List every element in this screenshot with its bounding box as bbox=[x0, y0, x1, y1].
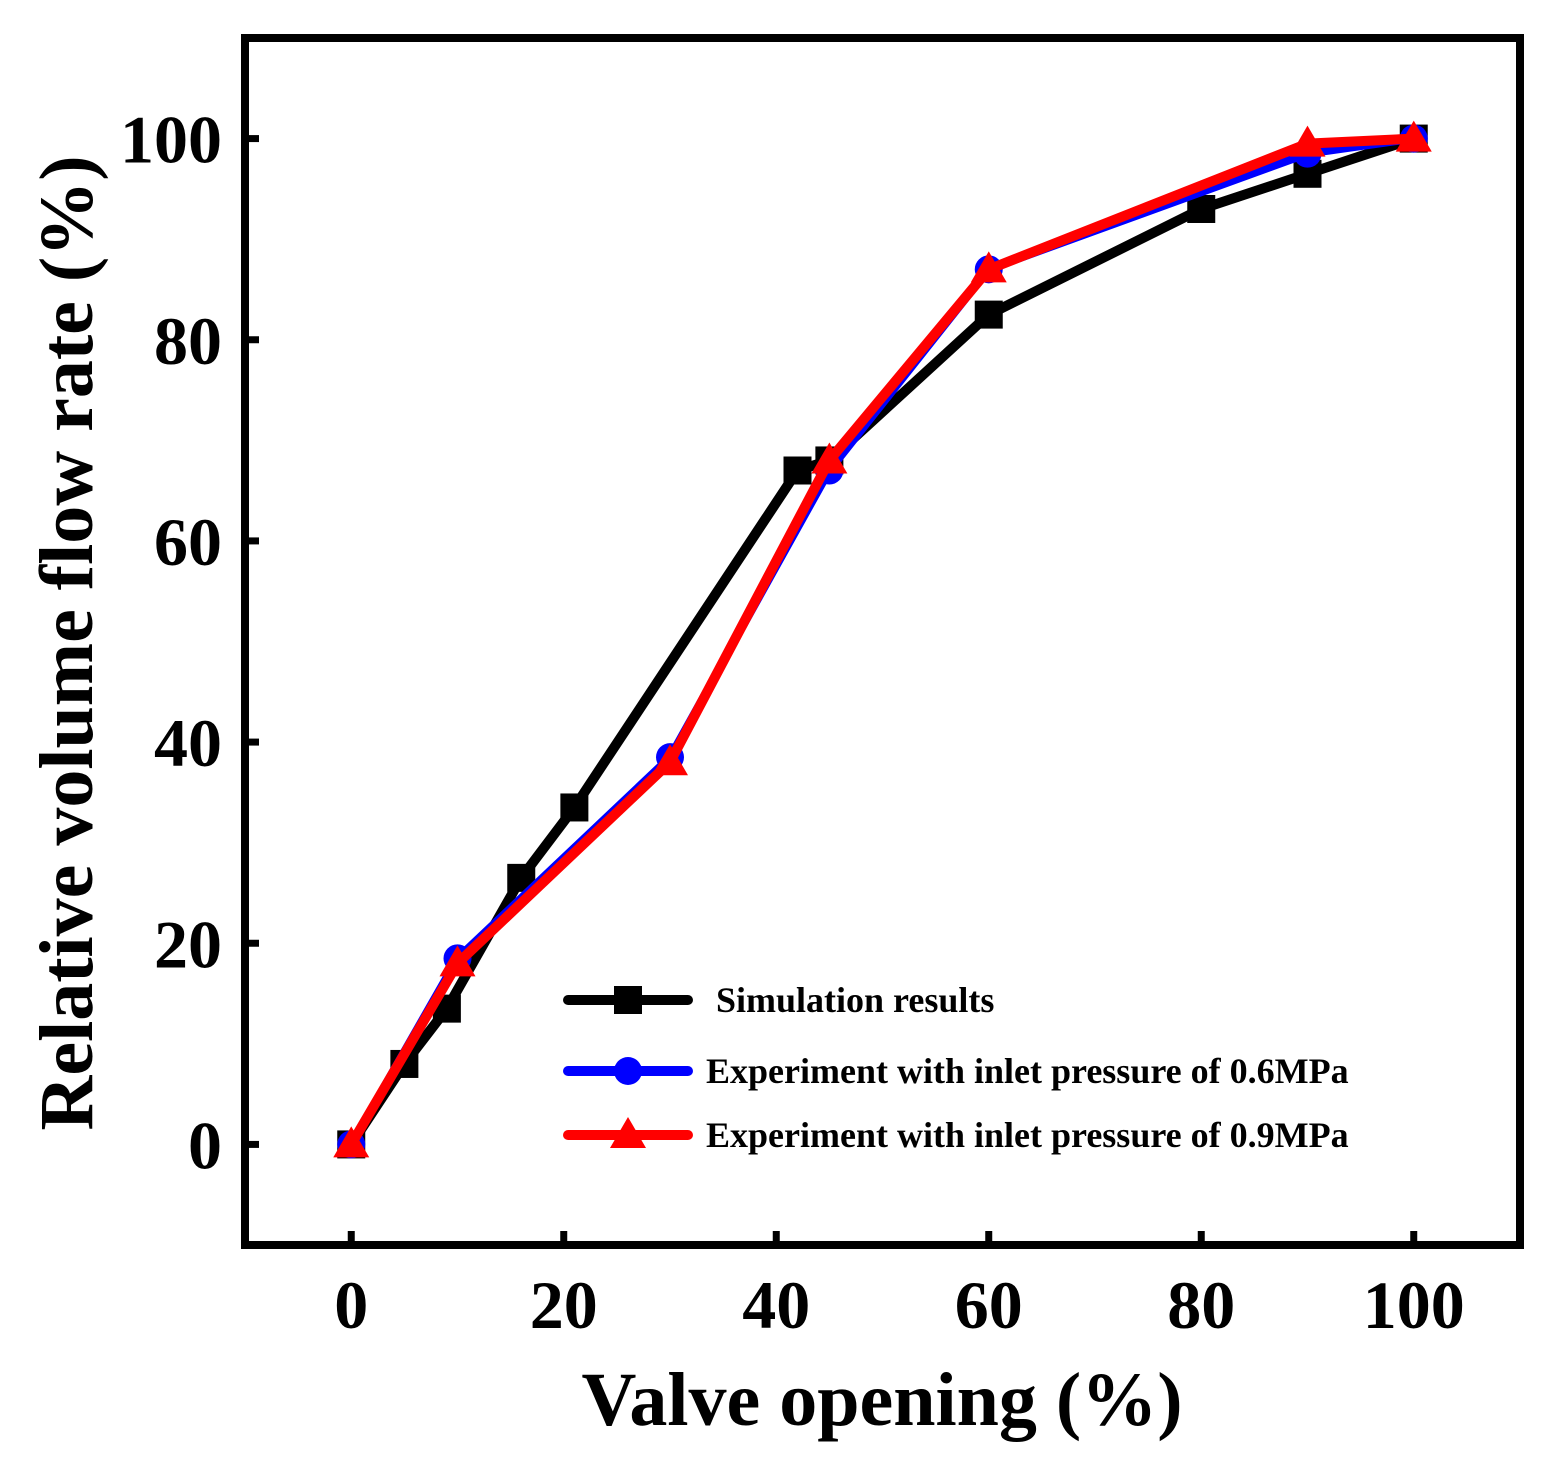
legend: Simulation results Experiment with inlet … bbox=[563, 980, 1349, 1155]
legend-item: Experiment with inlet pressure of 0.6MPa bbox=[563, 1051, 1349, 1091]
y-tick-label: 0 bbox=[188, 1107, 222, 1183]
y-tick-label: 80 bbox=[154, 303, 222, 379]
y-tick-label: 40 bbox=[154, 705, 222, 781]
x-tick-label: 60 bbox=[955, 1267, 1023, 1343]
data-point bbox=[974, 300, 1003, 329]
legend-label: Experiment with inlet pressure of 0.9MPa bbox=[706, 1115, 1349, 1155]
plot-frame bbox=[241, 34, 1524, 1249]
y-tick-label: 20 bbox=[154, 906, 222, 982]
data-point bbox=[811, 442, 848, 474]
legend-marker bbox=[614, 1057, 642, 1085]
x-tick-label: 40 bbox=[742, 1267, 810, 1343]
ticks-layer: 0 20 40 60 80 100 0 20 40 60 80 100 bbox=[120, 102, 1465, 1343]
data-point bbox=[560, 793, 589, 822]
x-axis-title: Valve opening (%) bbox=[581, 1358, 1182, 1442]
x-tick-label: 100 bbox=[1363, 1267, 1465, 1343]
legend-label: Simulation results bbox=[716, 980, 994, 1020]
y-tick-label: 60 bbox=[154, 504, 222, 580]
data-point bbox=[1395, 120, 1432, 152]
x-tick-label: 80 bbox=[1167, 1267, 1235, 1343]
y-axis-title: Relative volume flow rate (%) bbox=[25, 155, 109, 1130]
legend-item: Simulation results bbox=[563, 980, 994, 1020]
data-point bbox=[652, 744, 688, 776]
data-point bbox=[439, 945, 476, 977]
y-tick-label: 100 bbox=[120, 102, 222, 178]
data-point bbox=[783, 456, 812, 485]
x-tick-label: 0 bbox=[334, 1267, 368, 1343]
data-point bbox=[970, 251, 1007, 283]
data-point bbox=[1289, 125, 1326, 157]
data-point bbox=[333, 1126, 370, 1158]
legend-marker bbox=[610, 1117, 646, 1148]
legend-label: Experiment with inlet pressure of 0.6MPa bbox=[706, 1051, 1349, 1091]
legend-item: Experiment with inlet pressure of 0.9MPa bbox=[563, 1115, 1349, 1155]
legend-marker bbox=[614, 986, 642, 1014]
series-3 bbox=[333, 120, 1432, 1158]
series-layer bbox=[333, 120, 1432, 1159]
x-tick-label: 20 bbox=[530, 1267, 598, 1343]
